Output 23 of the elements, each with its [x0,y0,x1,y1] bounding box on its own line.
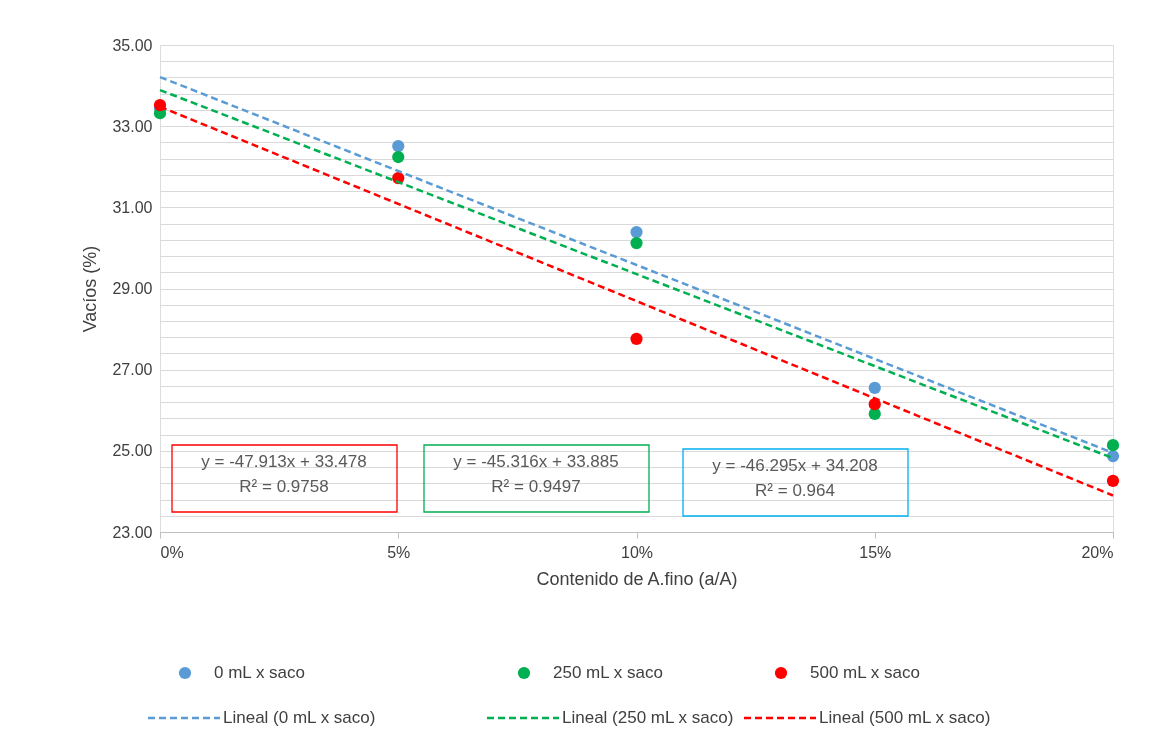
legend-label: Lineal (500 mL x saco) [819,708,991,727]
x-axis-title: Contenido de A.fino (a/A) [536,568,738,589]
y-tick-label: 33.00 [112,117,153,135]
y-tick-label: 27.00 [112,361,153,379]
y-tick-label: 29.00 [112,280,153,297]
annotation: y = -45.316x + 33.885 R² = 0.9497 [453,452,619,496]
x-tick-label: 20% [1081,543,1114,561]
annotation: y = -46.295x + 34.208 R² = 0.964 [712,456,878,500]
x-tick-label: 5% [387,543,411,561]
y-tick-label: 25.00 [112,442,153,460]
x-tick-label: 10% [620,543,654,561]
x-tick-label: 15% [859,543,892,561]
legend-label: Lineal (250 mL x saco) [562,708,734,727]
annotation: y = -47.913x + 33.478 R² = 0.9758 [201,452,367,496]
legend-label: 250 mL x saco [553,663,663,682]
legend-label: 500 mL x saco [810,663,920,682]
legend-label: Lineal (0 mL x saco) [223,708,376,727]
y-axis-title: Vacíos (%) [80,245,101,333]
y-tick-label: 23.00 [112,523,153,541]
x-tick-label: 0% [160,543,184,561]
y-tick-label: 31.00 [112,198,153,216]
legend-label: 0 mL x saco [214,663,306,682]
y-tick-label: 35.00 [112,36,153,54]
